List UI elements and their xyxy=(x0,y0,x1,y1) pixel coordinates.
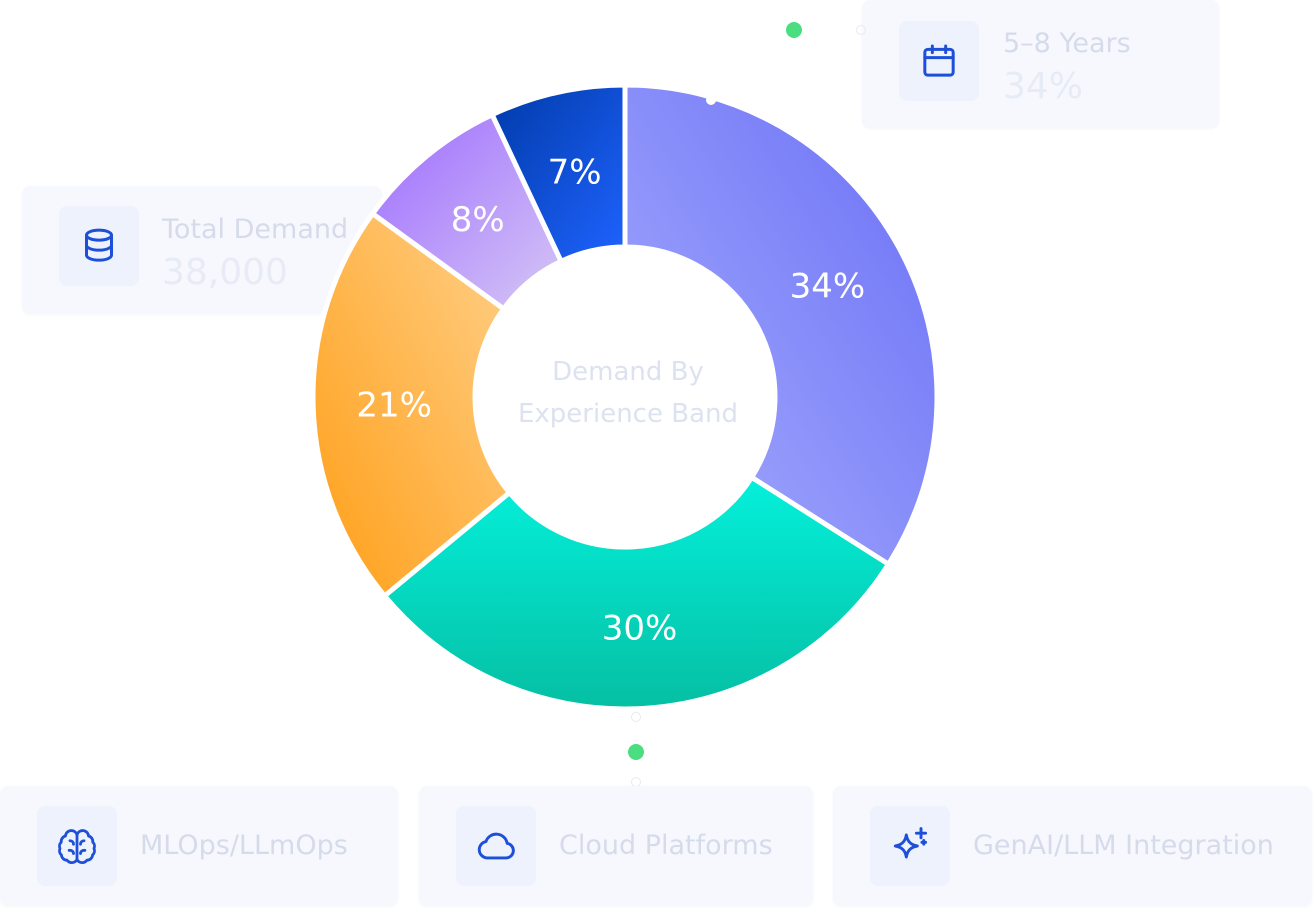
slice-label-3: 8% xyxy=(451,200,505,240)
connector-dot-bottom-ring xyxy=(631,712,641,722)
skill-label-cloud: Cloud Platforms xyxy=(559,830,773,861)
sparkles-icon xyxy=(893,827,928,859)
skill-card-genai: GenAI/LLM Integration xyxy=(833,786,1312,906)
database-icon-box xyxy=(59,206,139,286)
sparkles-icon-box xyxy=(870,806,950,886)
connector-dot-chart-top xyxy=(706,95,716,105)
slice-label-1: 30% xyxy=(602,609,678,649)
cloud-icon-box xyxy=(456,806,536,886)
total-demand-card: Total Demand 38,000 xyxy=(22,186,382,314)
experience-band-label: 5–8 Years xyxy=(1003,28,1131,59)
donut-slice-2[interactable] xyxy=(310,211,512,599)
database-icon xyxy=(85,228,113,262)
donut-slice-1[interactable] xyxy=(382,474,891,712)
skill-label-genai: GenAI/LLM Integration xyxy=(973,830,1274,861)
skill-label-mlops: MLOps/LLmOps xyxy=(140,830,348,861)
brain-icon-box xyxy=(37,806,117,886)
experience-band-value: 34% xyxy=(1003,66,1084,107)
cloud-icon xyxy=(477,832,515,860)
total-demand-label: Total Demand xyxy=(162,214,349,245)
slice-label-4: 7% xyxy=(548,153,602,193)
status-dot-bottom xyxy=(628,744,644,760)
connector-dot-top-ring xyxy=(856,25,866,35)
calendar-icon-box xyxy=(899,21,979,101)
donut-slice-4[interactable] xyxy=(489,82,628,264)
calendar-icon xyxy=(923,44,955,77)
center-label-line-2: Experience Band xyxy=(518,399,738,429)
slice-label-0: 34% xyxy=(790,267,866,307)
total-demand-value: 38,000 xyxy=(162,252,288,293)
skill-card-mlops: MLOps/LLmOps xyxy=(0,786,398,906)
donut-slice-0[interactable] xyxy=(622,82,940,567)
status-dot-top xyxy=(786,22,802,38)
center-label-line-1: Demand By xyxy=(552,357,704,387)
slice-label-2: 21% xyxy=(356,385,432,425)
skill-card-cloud: Cloud Platforms xyxy=(419,786,813,906)
experience-band-card: 5–8 Years 34% xyxy=(862,0,1219,128)
brain-icon xyxy=(58,829,96,865)
